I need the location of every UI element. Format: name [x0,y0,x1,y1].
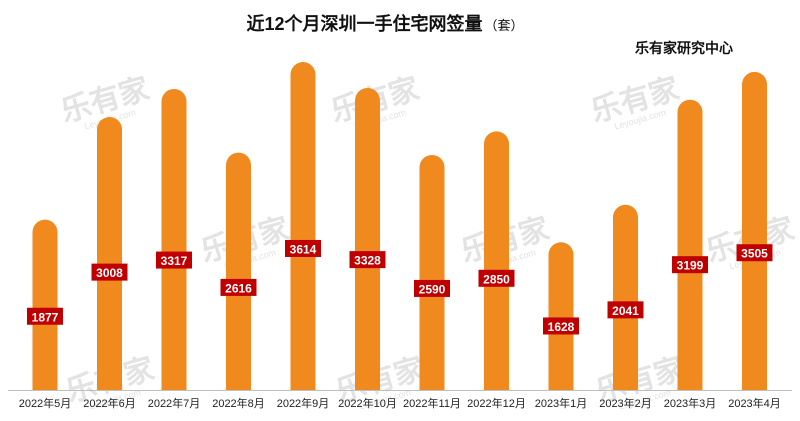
data-label: 2041 [612,304,639,318]
data-label-background [543,317,579,335]
bar [742,71,767,390]
bar [419,154,445,390]
data-label-background [220,278,257,296]
data-label: 2590 [419,282,446,296]
chart-unit: （套） [484,18,524,33]
x-tick-label: 2023年3月 [664,396,717,410]
bar [226,152,251,390]
data-label: 2616 [225,281,252,295]
data-label: 2850 [483,272,510,286]
bar [161,88,187,391]
source-label: 乐有家研究中心 [635,40,733,56]
data-label-background [414,279,450,297]
x-tick-label: 2022年7月 [148,396,201,410]
data-label-background [736,244,773,262]
data-label: 3199 [677,259,704,273]
bar [548,242,574,390]
data-label: 3317 [161,254,188,268]
data-label-background [91,263,128,281]
data-label-background [478,269,515,287]
data-label-background [156,251,192,269]
bar [290,62,316,390]
data-label: 3008 [96,266,123,280]
chart-title-text: 近12个月深圳一手住宅网签量 [246,14,483,34]
x-tick-label: 2022年6月 [83,396,136,410]
data-label: 3328 [354,254,381,268]
data-label: 3505 [741,247,768,261]
data-label: 3614 [290,242,317,256]
x-tick-label: 2022年10月 [338,396,397,410]
bar [32,219,58,390]
x-tick-label: 2022年8月 [212,396,265,410]
bar [97,117,122,391]
bar [484,131,509,391]
chart-title: 近12个月深圳一手住宅网签量 （套） [0,10,770,36]
x-tick-label: 2022年9月 [277,396,330,410]
bar [613,204,638,390]
x-tick-label: 2022年11月 [403,396,461,410]
data-label-background [672,256,708,274]
x-tick-label: 2023年1月 [535,396,588,410]
data-label-background [285,239,321,257]
bar [677,99,703,391]
bar [355,87,380,390]
x-tick-label: 2023年4月 [728,396,781,410]
data-label-background [607,301,644,319]
x-tick-label: 2022年12月 [467,396,526,410]
data-label-background [27,307,63,325]
data-label: 1877 [32,310,59,324]
x-tick-label: 2022年5月 [19,396,72,410]
x-tick-label: 2023年2月 [599,396,652,410]
data-label: 1628 [548,320,575,334]
data-label-background [349,251,386,269]
